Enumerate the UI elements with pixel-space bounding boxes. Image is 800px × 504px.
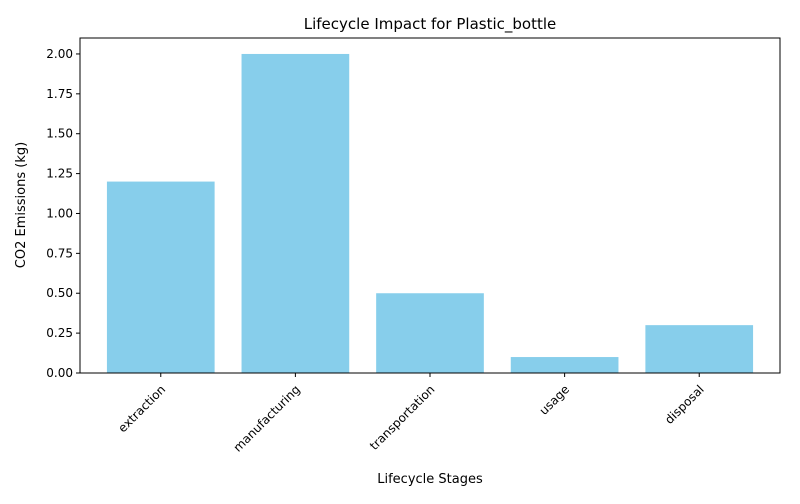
bar-manufacturing — [241, 53, 350, 373]
y-axis-label: CO2 Emissions (kg) — [14, 142, 29, 268]
y-tick-label: 0.25 — [46, 326, 73, 340]
y-tick-label: 1.75 — [46, 87, 73, 101]
x-axis-label: Lifecycle Stages — [377, 472, 483, 487]
y-tick-label: 2.00 — [46, 47, 73, 61]
y-axis-ticks: 0.00 0.25 0.50 0.75 1.00 1.25 1.50 1.75 2.00 — [46, 47, 80, 380]
bars-group — [106, 53, 754, 373]
y-tick-label: 1.25 — [46, 167, 73, 181]
y-tick-label: 0.00 — [46, 366, 73, 380]
bar-usage — [510, 357, 619, 373]
y-tick-label: 1.50 — [46, 127, 73, 141]
x-tick-label-usage: usage — [537, 382, 573, 418]
x-tick-label-manufacturing: manufacturing — [231, 382, 303, 454]
x-tick-label-disposal: disposal — [662, 382, 707, 427]
x-axis-ticks: extraction manufacturing transportation usa… — [115, 373, 707, 455]
x-tick-label-extraction: extraction — [115, 382, 168, 435]
chart-title: Lifecycle Impact for Plastic_bottle — [304, 15, 556, 34]
y-tick-label: 1.00 — [46, 206, 73, 220]
x-tick-label-transportation: transportation — [367, 382, 438, 453]
y-tick-label: 0.75 — [46, 246, 73, 260]
bar-extraction — [106, 181, 215, 373]
bar-transportation — [376, 293, 484, 373]
bar-disposal — [645, 325, 754, 373]
plot-frame — [79, 37, 781, 374]
y-tick-label: 0.50 — [46, 286, 73, 300]
